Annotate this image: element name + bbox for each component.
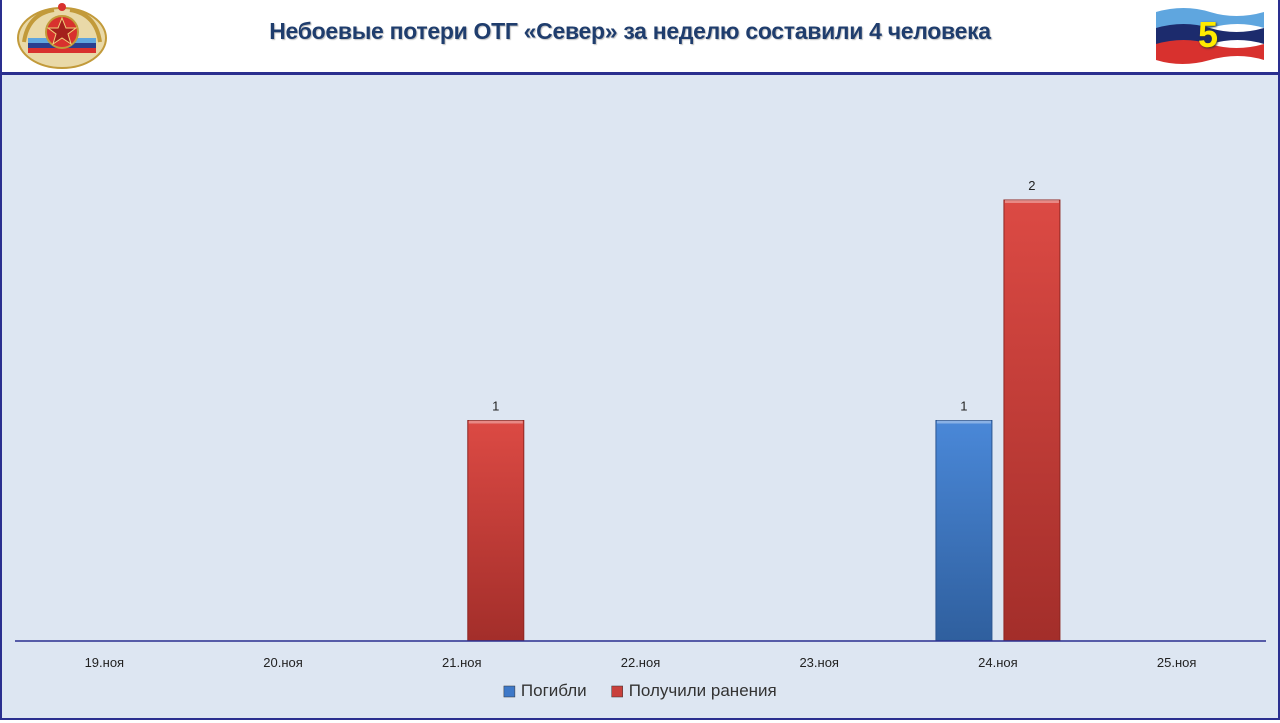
legend-swatch-killed [503, 685, 516, 698]
x-tick-label: 19.ноя [85, 655, 125, 670]
data-label: 1 [960, 399, 967, 414]
bar-highlight [1004, 200, 1059, 203]
x-tick-label: 21.ноя [442, 655, 482, 670]
x-tick-label: 25.ноя [1157, 655, 1197, 670]
data-label: 2 [1028, 178, 1035, 193]
page-title: Небоевые потери ОТГ «Север» за неделю со… [269, 18, 991, 44]
page-number: 5 [1198, 14, 1219, 55]
chart-area: 1 1 2 19.ноя 20.ноя 21.ноя 22.ноя 23.ноя 24.ноя… [0, 75, 1280, 720]
legend-swatch-wounded [611, 685, 623, 698]
header-divider [0, 72, 1280, 75]
legend-label-wounded: Получили ранения [629, 681, 777, 700]
header: Небоевые потери ОТГ «Север» за неделю со… [0, 0, 1280, 72]
legend-label-killed: Погибли [521, 681, 587, 700]
lpr-emblem-icon [17, 3, 107, 69]
x-tick-label: 20.ноя [263, 655, 303, 670]
data-label: 1 [492, 399, 499, 414]
x-tick-label: 24.ноя [978, 655, 1018, 670]
bar-wounded-2 [467, 420, 525, 642]
bar-chart: 1 1 2 19.ноя 20.ноя 21.ноя 22.ноя 23.ноя 24.ноя… [15, 178, 1266, 700]
bar-highlight [468, 420, 523, 424]
bar-highlight [936, 420, 991, 424]
bar-killed-5 [935, 420, 993, 642]
lpr-flag-icon [1156, 8, 1264, 64]
x-tick-label: 23.ноя [799, 655, 839, 670]
x-tick-label: 22.ноя [621, 655, 661, 670]
bar-wounded-5 [1003, 199, 1061, 642]
